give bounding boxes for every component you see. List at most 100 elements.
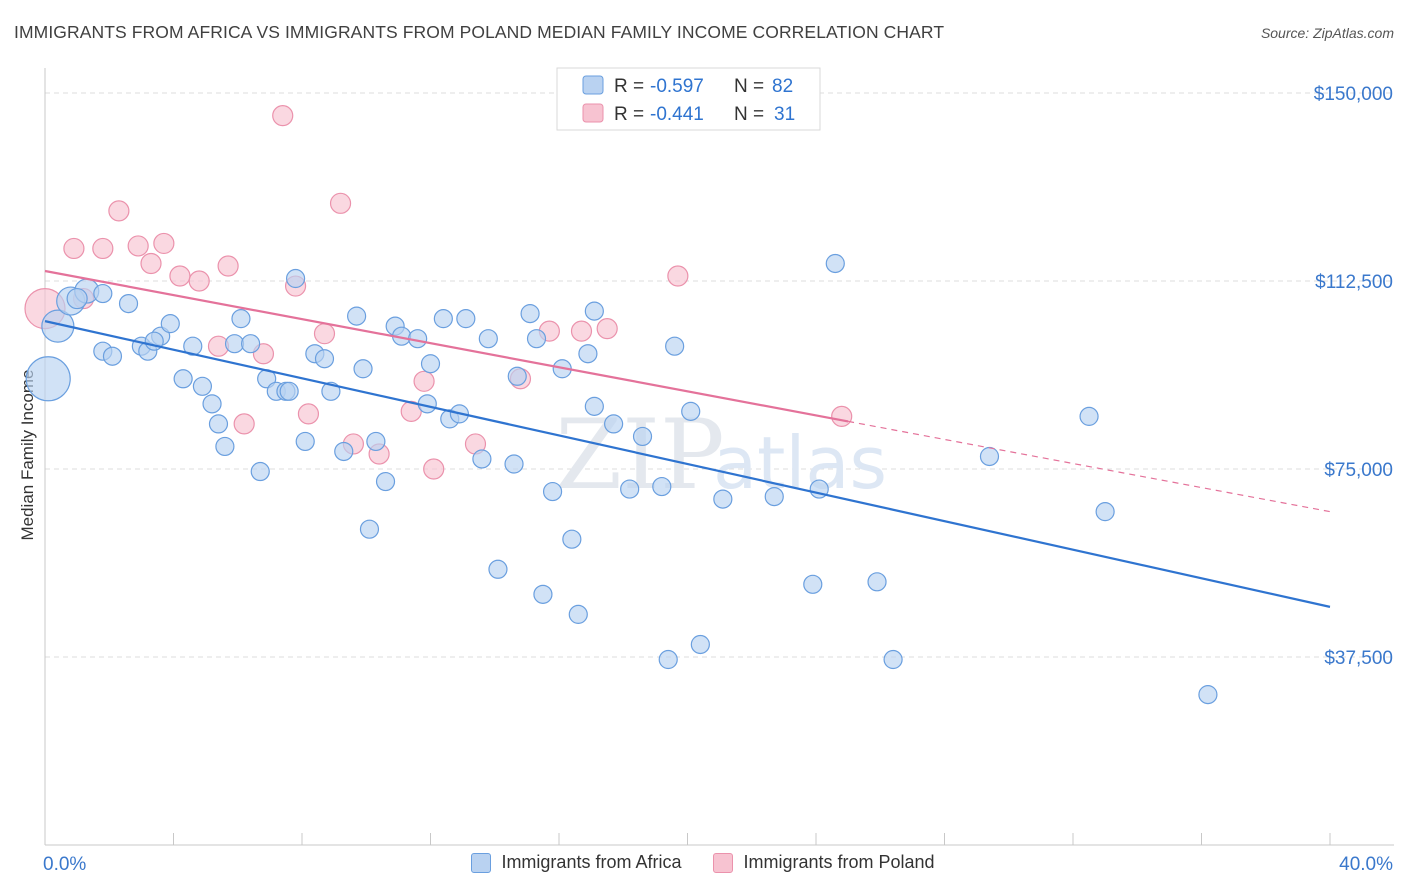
poland-point bbox=[400, 400, 422, 422]
poland-trend-extension bbox=[848, 420, 1331, 513]
poland-point bbox=[169, 265, 191, 287]
poland-point bbox=[63, 237, 85, 260]
watermark-atlas: atlas bbox=[713, 421, 887, 505]
africa-point bbox=[250, 461, 270, 482]
africa-point bbox=[578, 344, 598, 364]
legend-swatch-poland-bottom bbox=[713, 852, 734, 873]
y-tick-labels: $37,500 $75,000 $112,500 $150,000 bbox=[1314, 84, 1393, 669]
africa-point bbox=[118, 293, 139, 314]
africa-point bbox=[533, 584, 553, 604]
legend-swatch-africa-bottom bbox=[471, 852, 492, 873]
africa-point bbox=[713, 489, 733, 509]
y-tick-label: $112,500 bbox=[1315, 272, 1393, 293]
poland-point bbox=[596, 318, 618, 340]
legend-r-value-africa: -0.597 bbox=[650, 76, 704, 97]
poland-point bbox=[217, 255, 239, 277]
africa-point bbox=[295, 431, 315, 452]
africa-point bbox=[183, 336, 203, 356]
africa-point bbox=[681, 401, 701, 421]
africa-point bbox=[584, 301, 604, 321]
africa-trend-line bbox=[44, 320, 1331, 608]
africa-point bbox=[202, 394, 222, 414]
africa-point bbox=[1079, 406, 1099, 426]
africa-point bbox=[215, 436, 235, 457]
poland-point bbox=[92, 237, 114, 260]
gridlines bbox=[45, 92, 1394, 658]
series-poland-points bbox=[24, 104, 853, 480]
africa-point bbox=[488, 559, 508, 579]
africa-point bbox=[173, 369, 193, 389]
africa-point bbox=[102, 346, 123, 366]
poland-point bbox=[413, 370, 435, 392]
poland-point bbox=[140, 252, 162, 275]
africa-point bbox=[93, 283, 113, 304]
y-tick-label: $37,500 bbox=[1324, 648, 1393, 669]
poland-point bbox=[667, 265, 689, 287]
poland-point bbox=[127, 235, 149, 257]
africa-point bbox=[25, 356, 71, 402]
africa-point bbox=[456, 309, 476, 329]
chart-title: IMMIGRANTS FROM AFRICA VS IMMIGRANTS FRO… bbox=[14, 22, 945, 42]
trend-lines bbox=[44, 269, 1331, 608]
africa-point bbox=[632, 426, 653, 447]
africa-point bbox=[279, 381, 299, 401]
poland-point bbox=[108, 200, 130, 222]
africa-point bbox=[224, 334, 245, 354]
poland-point bbox=[297, 403, 320, 425]
africa-point bbox=[347, 306, 367, 326]
poland-point bbox=[153, 232, 175, 255]
series-africa-points bbox=[25, 253, 1218, 705]
africa-point bbox=[420, 354, 441, 374]
africa-point bbox=[66, 287, 88, 310]
africa-point bbox=[1198, 685, 1218, 705]
legend-n-label-africa: N = bbox=[734, 76, 764, 97]
africa-point bbox=[507, 366, 527, 386]
africa-point bbox=[979, 446, 1000, 467]
legend-item-poland: Immigrants from Poland bbox=[713, 852, 935, 873]
africa-point bbox=[652, 476, 672, 497]
africa-point bbox=[208, 414, 229, 434]
legend-n-value-africa: 82 bbox=[772, 76, 793, 97]
legend-swatch-africa bbox=[582, 75, 604, 95]
poland-point bbox=[233, 413, 255, 435]
poland-point bbox=[272, 104, 294, 127]
poland-trend-line bbox=[44, 269, 849, 423]
source-label: Source: ZipAtlas.com bbox=[1260, 25, 1394, 41]
africa-point bbox=[504, 454, 524, 474]
africa-point bbox=[192, 376, 213, 396]
legend-item-africa: Immigrants from Africa bbox=[471, 852, 681, 873]
africa-point bbox=[665, 336, 685, 356]
africa-point bbox=[375, 471, 396, 492]
africa-point bbox=[314, 349, 335, 369]
africa-point bbox=[526, 329, 547, 349]
axes bbox=[44, 68, 1394, 846]
africa-point bbox=[366, 431, 386, 452]
africa-point bbox=[334, 441, 354, 462]
africa-point bbox=[1095, 502, 1115, 522]
africa-point bbox=[542, 481, 563, 502]
africa-point bbox=[472, 449, 492, 469]
africa-point bbox=[41, 309, 75, 343]
africa-point bbox=[478, 329, 498, 349]
poland-point bbox=[423, 458, 445, 480]
africa-point bbox=[867, 572, 887, 592]
watermark: ZIP atlas bbox=[555, 399, 887, 511]
poland-point bbox=[831, 405, 853, 427]
x-tick-label-max: 40.0% bbox=[1339, 854, 1393, 875]
legend-r-label-africa: R = bbox=[614, 76, 644, 97]
x-tick-label-min: 0.0% bbox=[43, 854, 86, 875]
bottom-legend: Immigrants from Africa Immigrants from P… bbox=[0, 852, 1406, 873]
legend-r-label-poland: R = bbox=[614, 104, 644, 125]
africa-point bbox=[604, 414, 624, 434]
africa-point bbox=[241, 334, 261, 354]
africa-point bbox=[803, 574, 823, 594]
africa-point bbox=[568, 604, 588, 624]
legend-swatch-poland bbox=[582, 103, 604, 123]
legend-box: R = -0.597 N = 82 R = -0.441 N = 31 bbox=[556, 67, 821, 131]
africa-point bbox=[825, 253, 845, 274]
legend-label-africa: Immigrants from Africa bbox=[501, 852, 682, 872]
africa-point bbox=[433, 309, 453, 329]
poland-point bbox=[570, 320, 593, 342]
africa-point bbox=[285, 268, 306, 289]
